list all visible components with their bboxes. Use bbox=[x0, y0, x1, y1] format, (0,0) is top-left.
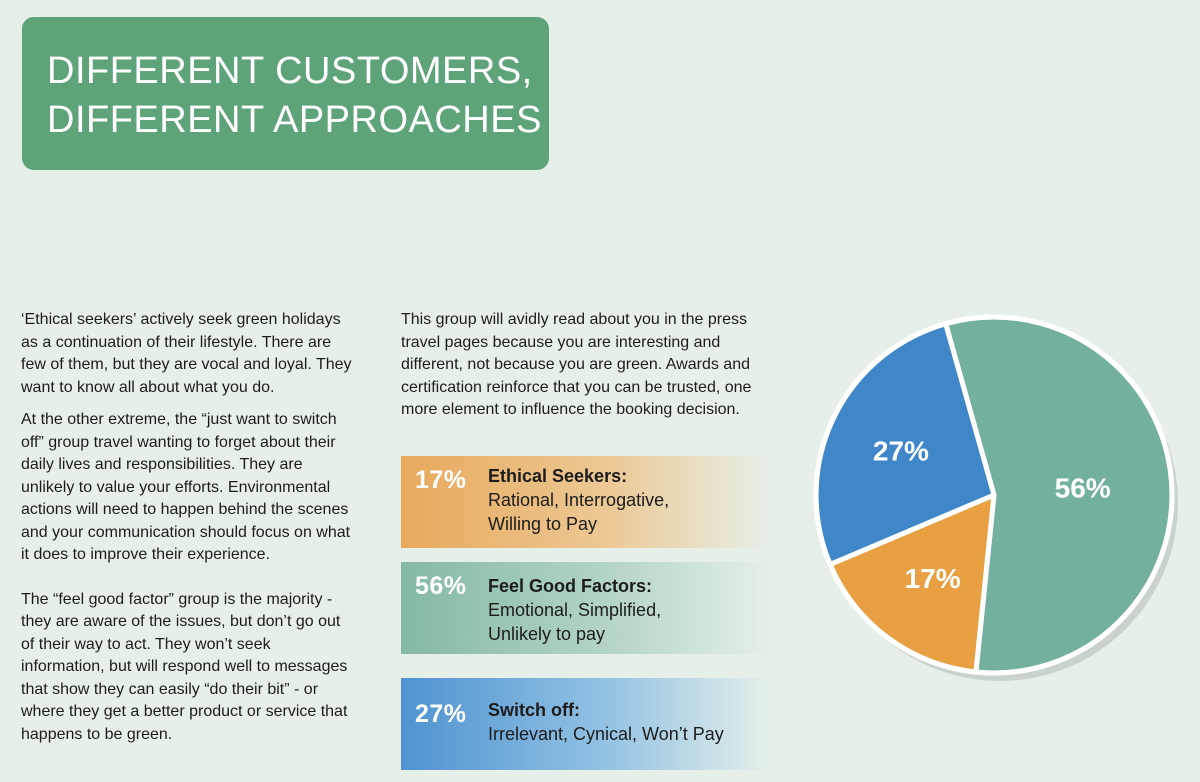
page-title-line-1: DIFFERENT CUSTOMERS, bbox=[47, 50, 533, 92]
title-banner bbox=[22, 17, 549, 170]
segment-trait: Willing to Pay bbox=[488, 514, 598, 534]
left-text-column: ‘Ethical seekers’ actively seek green ho… bbox=[21, 309, 357, 756]
segment-trait: Emotional, Simplified, bbox=[488, 600, 662, 620]
pie-chart: 56% 17% 27% bbox=[806, 313, 1186, 683]
pie-chart-svg: 56% 17% 27% bbox=[813, 314, 1178, 681]
segment-label: Ethical Seekers: Rational, Interrogative… bbox=[488, 464, 669, 536]
middle-text-column: This group will avidly read about you in… bbox=[401, 309, 761, 422]
pie-slice-label: 27% bbox=[873, 435, 929, 466]
segment-trait: Unlikely to pay bbox=[488, 624, 606, 644]
pie-slice-label: 56% bbox=[1055, 472, 1111, 503]
segment-name: Feel Good Factors: bbox=[488, 576, 653, 596]
ethical-seekers-paragraph: ‘Ethical seekers’ actively seek green ho… bbox=[21, 311, 352, 396]
page-title: DIFFERENT CUSTOMERS, DIFFERENT APPROACHE… bbox=[47, 47, 542, 145]
press-paragraph: This group will avidly read about you in… bbox=[401, 311, 752, 418]
segment-percent: 17% bbox=[415, 466, 467, 494]
segment-label: Feel Good Factors: Emotional, Simplified… bbox=[488, 574, 661, 646]
segment-band-switch-off: 27% Switch off: Irrelevant, Cynical, Won… bbox=[401, 678, 772, 770]
segment-percent: 56% bbox=[415, 572, 467, 600]
segment-name: Switch off: bbox=[488, 700, 580, 720]
pie-outline bbox=[813, 314, 1175, 676]
segment-trait: Rational, Interrogative, bbox=[488, 490, 670, 510]
segment-label: Switch off: Irrelevant, Cynical, Won’t P… bbox=[488, 698, 724, 746]
segment-band-ethical-seekers: 17% Ethical Seekers: Rational, Interroga… bbox=[401, 456, 772, 548]
pie-slice-label: 17% bbox=[905, 563, 961, 594]
segment-band-feel-good-factors: 56% Feel Good Factors: Emotional, Simpli… bbox=[401, 562, 772, 654]
feel-good-paragraph: The “feel good factor” group is the majo… bbox=[21, 590, 348, 743]
switch-off-paragraph: At the other extreme, the “just want to … bbox=[21, 411, 351, 563]
segment-name: Ethical Seekers: bbox=[488, 466, 628, 486]
segment-percent: 27% bbox=[415, 700, 467, 728]
segment-trait: Irrelevant, Cynical, Won’t Pay bbox=[488, 724, 724, 744]
title-banner-tab bbox=[22, 17, 521, 83]
page-title-line-2: DIFFERENT APPROACHES bbox=[47, 99, 542, 141]
